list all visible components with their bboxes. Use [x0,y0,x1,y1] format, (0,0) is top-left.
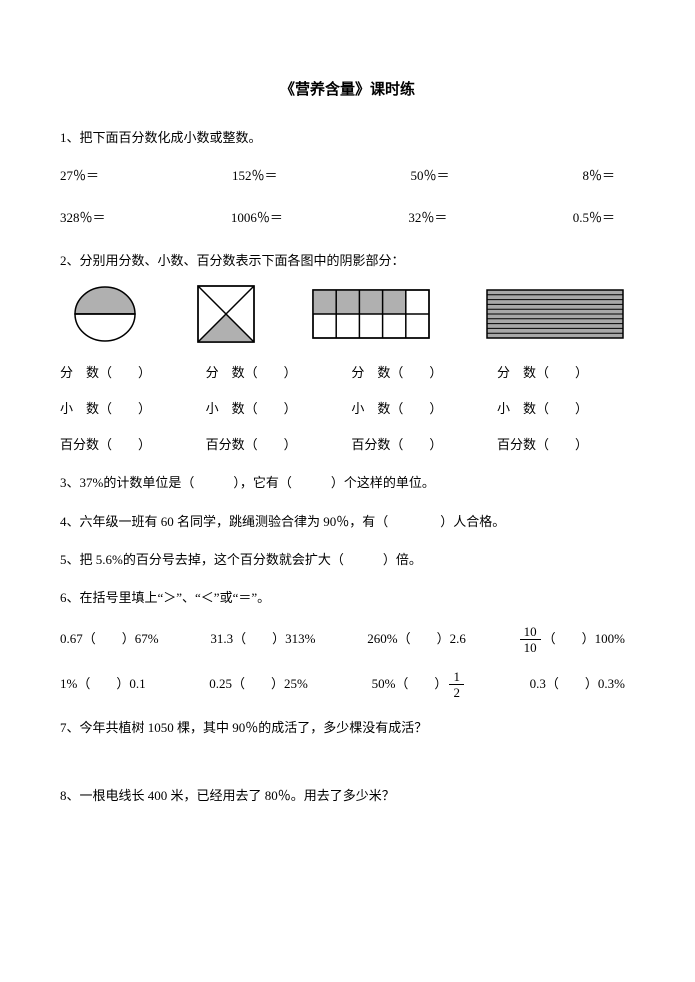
q1-item: 32％＝ [408,209,447,227]
q2-label: 分 数（ ） [206,364,344,382]
q2-label: 百分数（ ） [497,436,635,454]
q1-item: 50％＝ [410,167,449,185]
fraction-icon: 1 2 [449,670,464,699]
q6-prompt: 6、在括号里填上“＞”、“＜”或“＝”。 [60,589,635,607]
q6-row2: 1%（ ）0.1 0.25（ ）25% 50%（ ） 1 2 0.3（ ）0.3… [60,670,635,699]
q6-item: 0.3（ ）0.3% [530,675,625,693]
q2-prompt: 2、分别用分数、小数、百分数表示下面各图中的阴影部分： [60,252,635,270]
q2-label: 百分数（ ） [60,436,198,454]
q6-item: 50%（ ） 1 2 [372,670,466,699]
q6-item: 260%（ ）2.6 [367,630,466,648]
q6-row1: 0.67（ ）67% 31.3（ ）313% 260%（ ）2.6 10 10 … [60,625,635,654]
q1-item: 152％＝ [232,167,278,185]
q2-label: 百分数（ ） [206,436,344,454]
shape-grid-2x5 [311,288,431,340]
question-2: 2、分别用分数、小数、百分数表示下面各图中的阴影部分： [60,252,635,455]
q2-label: 小 数（ ） [60,400,198,418]
fraction-icon: 10 10 [520,625,541,654]
q1-item: 27％＝ [60,167,99,185]
q6-item: 31.3（ ）313% [210,630,315,648]
q6-item: 0.25（ ）25% [209,675,308,693]
q1-row1: 27％＝ 152％＝ 50％＝ 8％＝ [60,167,635,185]
q2-label: 百分数（ ） [351,436,489,454]
worksheet-page: 《营养含量》课时练 1、把下面百分数化成小数或整数。 27％＝ 152％＝ 50… [0,0,695,982]
q1-prompt: 1、把下面百分数化成小数或整数。 [60,129,635,147]
question-4: 4、六年级一班有 60 名同学，跳绳测验合律为 90％，有（ ）人合格。 [60,513,635,531]
q2-label: 小 数（ ） [497,400,635,418]
q1-item: 1006％＝ [231,209,283,227]
q6-item: 10 10 （ ）100% [518,625,625,654]
q2-label: 分 数（ ） [351,364,489,382]
question-6: 6、在括号里填上“＞”、“＜”或“＝”。 0.67（ ）67% 31.3（ ）3… [60,589,635,699]
q2-dec-labels: 小 数（ ） 小 数（ ） 小 数（ ） 小 数（ ） [60,400,635,418]
q1-item: 328％＝ [60,209,106,227]
question-5: 5、把 5.6%的百分号去掉，这个百分数就会扩大（ ）倍。 [60,551,635,569]
q2-label: 小 数（ ） [206,400,344,418]
shape-lines-rect [485,288,625,340]
shape-circle-half [70,284,140,344]
shape-cross-square [194,284,258,344]
q6-item: 1%（ ）0.1 [60,675,146,693]
question-3: 3、37%的计数单位是（ ），它有（ ）个这样的单位。 [60,474,635,492]
question-1: 1、把下面百分数化成小数或整数。 27％＝ 152％＝ 50％＝ 8％＝ 328… [60,129,635,228]
q2-label: 分 数（ ） [60,364,198,382]
q2-pct-labels: 百分数（ ） 百分数（ ） 百分数（ ） 百分数（ ） [60,436,635,454]
q1-item: 8％＝ [582,167,615,185]
q1-item: 0.5％＝ [573,209,615,227]
page-title: 《营养含量》课时练 [60,80,635,101]
q2-label: 分 数（ ） [497,364,635,382]
q2-label: 小 数（ ） [351,400,489,418]
q2-shapes [60,284,635,344]
q6-item: 0.67（ ）67% [60,630,159,648]
question-8: 8、一根电线长 400 米，已经用去了 80％。用去了多少米？ [60,787,635,805]
q1-row2: 328％＝ 1006％＝ 32％＝ 0.5％＝ [60,209,635,227]
question-7: 7、今年共植树 1050 棵，其中 90％的成活了，多少棵没有成活？ [60,719,635,737]
q2-frac-labels: 分 数（ ） 分 数（ ） 分 数（ ） 分 数（ ） [60,364,635,382]
